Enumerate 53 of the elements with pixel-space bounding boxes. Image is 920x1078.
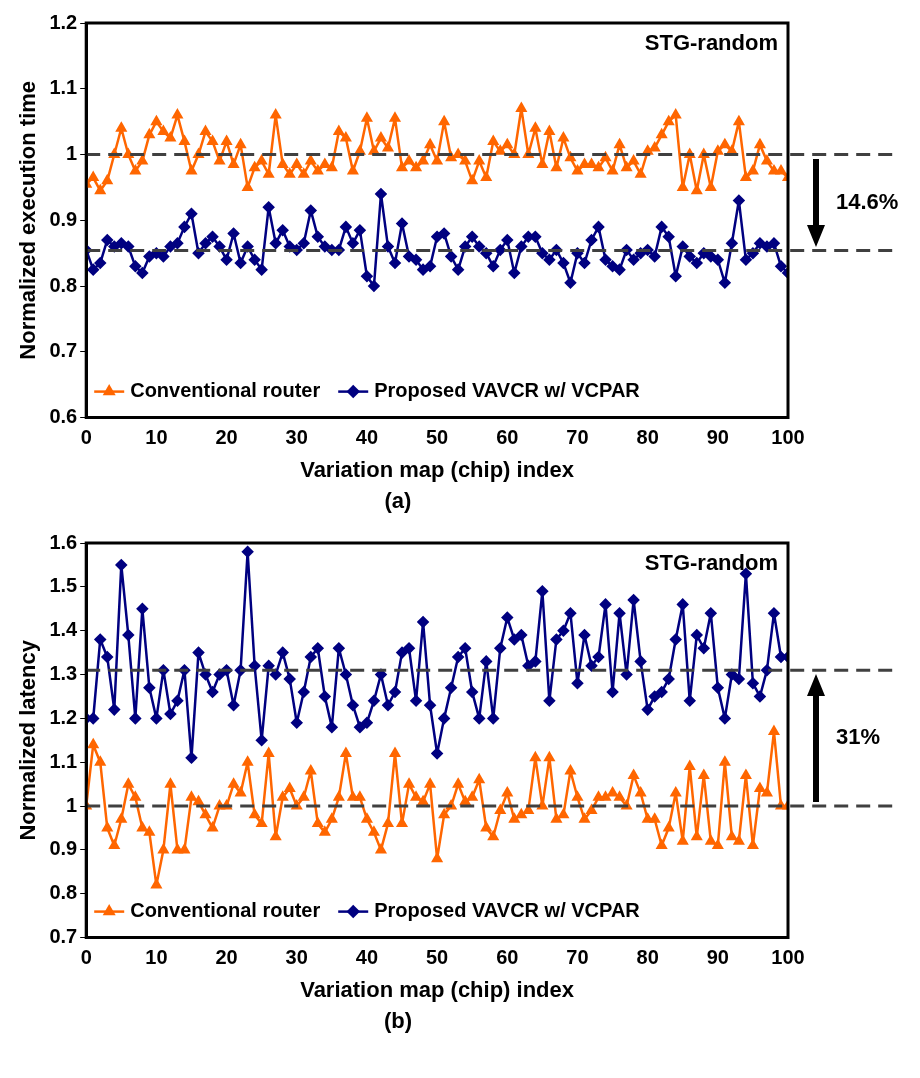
x-tick-label: 0 <box>80 426 92 449</box>
y-tick-label: 1.6 <box>49 530 78 553</box>
y-tick-label: 1.4 <box>49 618 79 641</box>
y-axis-title: Normalized latency <box>15 639 41 841</box>
text: (b) <box>382 1008 414 1034</box>
x-axis-title: Variation map (chip) index <box>300 456 575 482</box>
x-tick-label: 100 <box>771 426 805 449</box>
y-tick-label: 0.9 <box>49 207 78 230</box>
x-tick-label: 60 <box>496 426 519 449</box>
annotation: STG-random <box>644 550 778 576</box>
x-tick-label: 10 <box>145 946 168 969</box>
x-tick-label: 80 <box>636 946 659 969</box>
x-tick-label: 80 <box>636 426 659 449</box>
x-tick-label: 70 <box>566 426 589 449</box>
legend-label: Proposed VAVCR w/ VCPAR <box>374 379 641 402</box>
legend-label: Conventional router <box>130 379 321 402</box>
x-tick-label: 40 <box>355 426 379 449</box>
x-tick-label: 20 <box>215 426 238 449</box>
y-tick-label: 1.2 <box>49 705 78 728</box>
text: 14.6% <box>836 188 899 215</box>
y-tick-label: 0.7 <box>49 339 78 362</box>
y-tick-label: 0.8 <box>49 881 78 904</box>
x-tick-label: 30 <box>285 426 308 449</box>
y-tick-label: 0.8 <box>49 273 78 296</box>
y-tick-label: 1.2 <box>49 10 78 33</box>
y-tick-label: 0.6 <box>49 405 78 428</box>
annotation: STG-random <box>644 30 778 56</box>
x-tick-label: 50 <box>425 946 449 969</box>
x-tick-label: 0 <box>80 946 92 969</box>
x-tick-label: 10 <box>145 426 168 449</box>
y-tick-label: 1 <box>66 793 78 816</box>
y-tick-label: 1.1 <box>49 749 78 772</box>
x-tick-label: 100 <box>771 946 805 969</box>
text: (a) <box>383 488 413 514</box>
y-tick-label: 1.3 <box>49 662 78 685</box>
y-tick-label: 0.7 <box>49 925 78 948</box>
x-axis-title: Variation map (chip) index <box>300 976 575 1002</box>
legend-label: Proposed VAVCR w/ VCPAR <box>374 899 641 922</box>
y-tick-label: 1.1 <box>49 76 78 99</box>
x-tick-label: 50 <box>425 426 449 449</box>
y-axis-title: Normalized execution time <box>15 80 41 360</box>
x-tick-label: 70 <box>566 946 589 969</box>
x-tick-label: 90 <box>706 426 729 449</box>
text: 31% <box>836 724 881 751</box>
x-tick-label: 40 <box>355 946 379 969</box>
y-tick-label: 1.5 <box>49 574 78 597</box>
x-tick-label: 60 <box>496 946 519 969</box>
x-tick-label: 90 <box>706 946 729 969</box>
x-tick-label: 20 <box>215 946 238 969</box>
y-tick-label: 1 <box>66 142 78 165</box>
legend-label: Conventional router <box>130 899 321 922</box>
x-tick-label: 30 <box>285 946 308 969</box>
y-tick-label: 0.9 <box>49 837 78 860</box>
